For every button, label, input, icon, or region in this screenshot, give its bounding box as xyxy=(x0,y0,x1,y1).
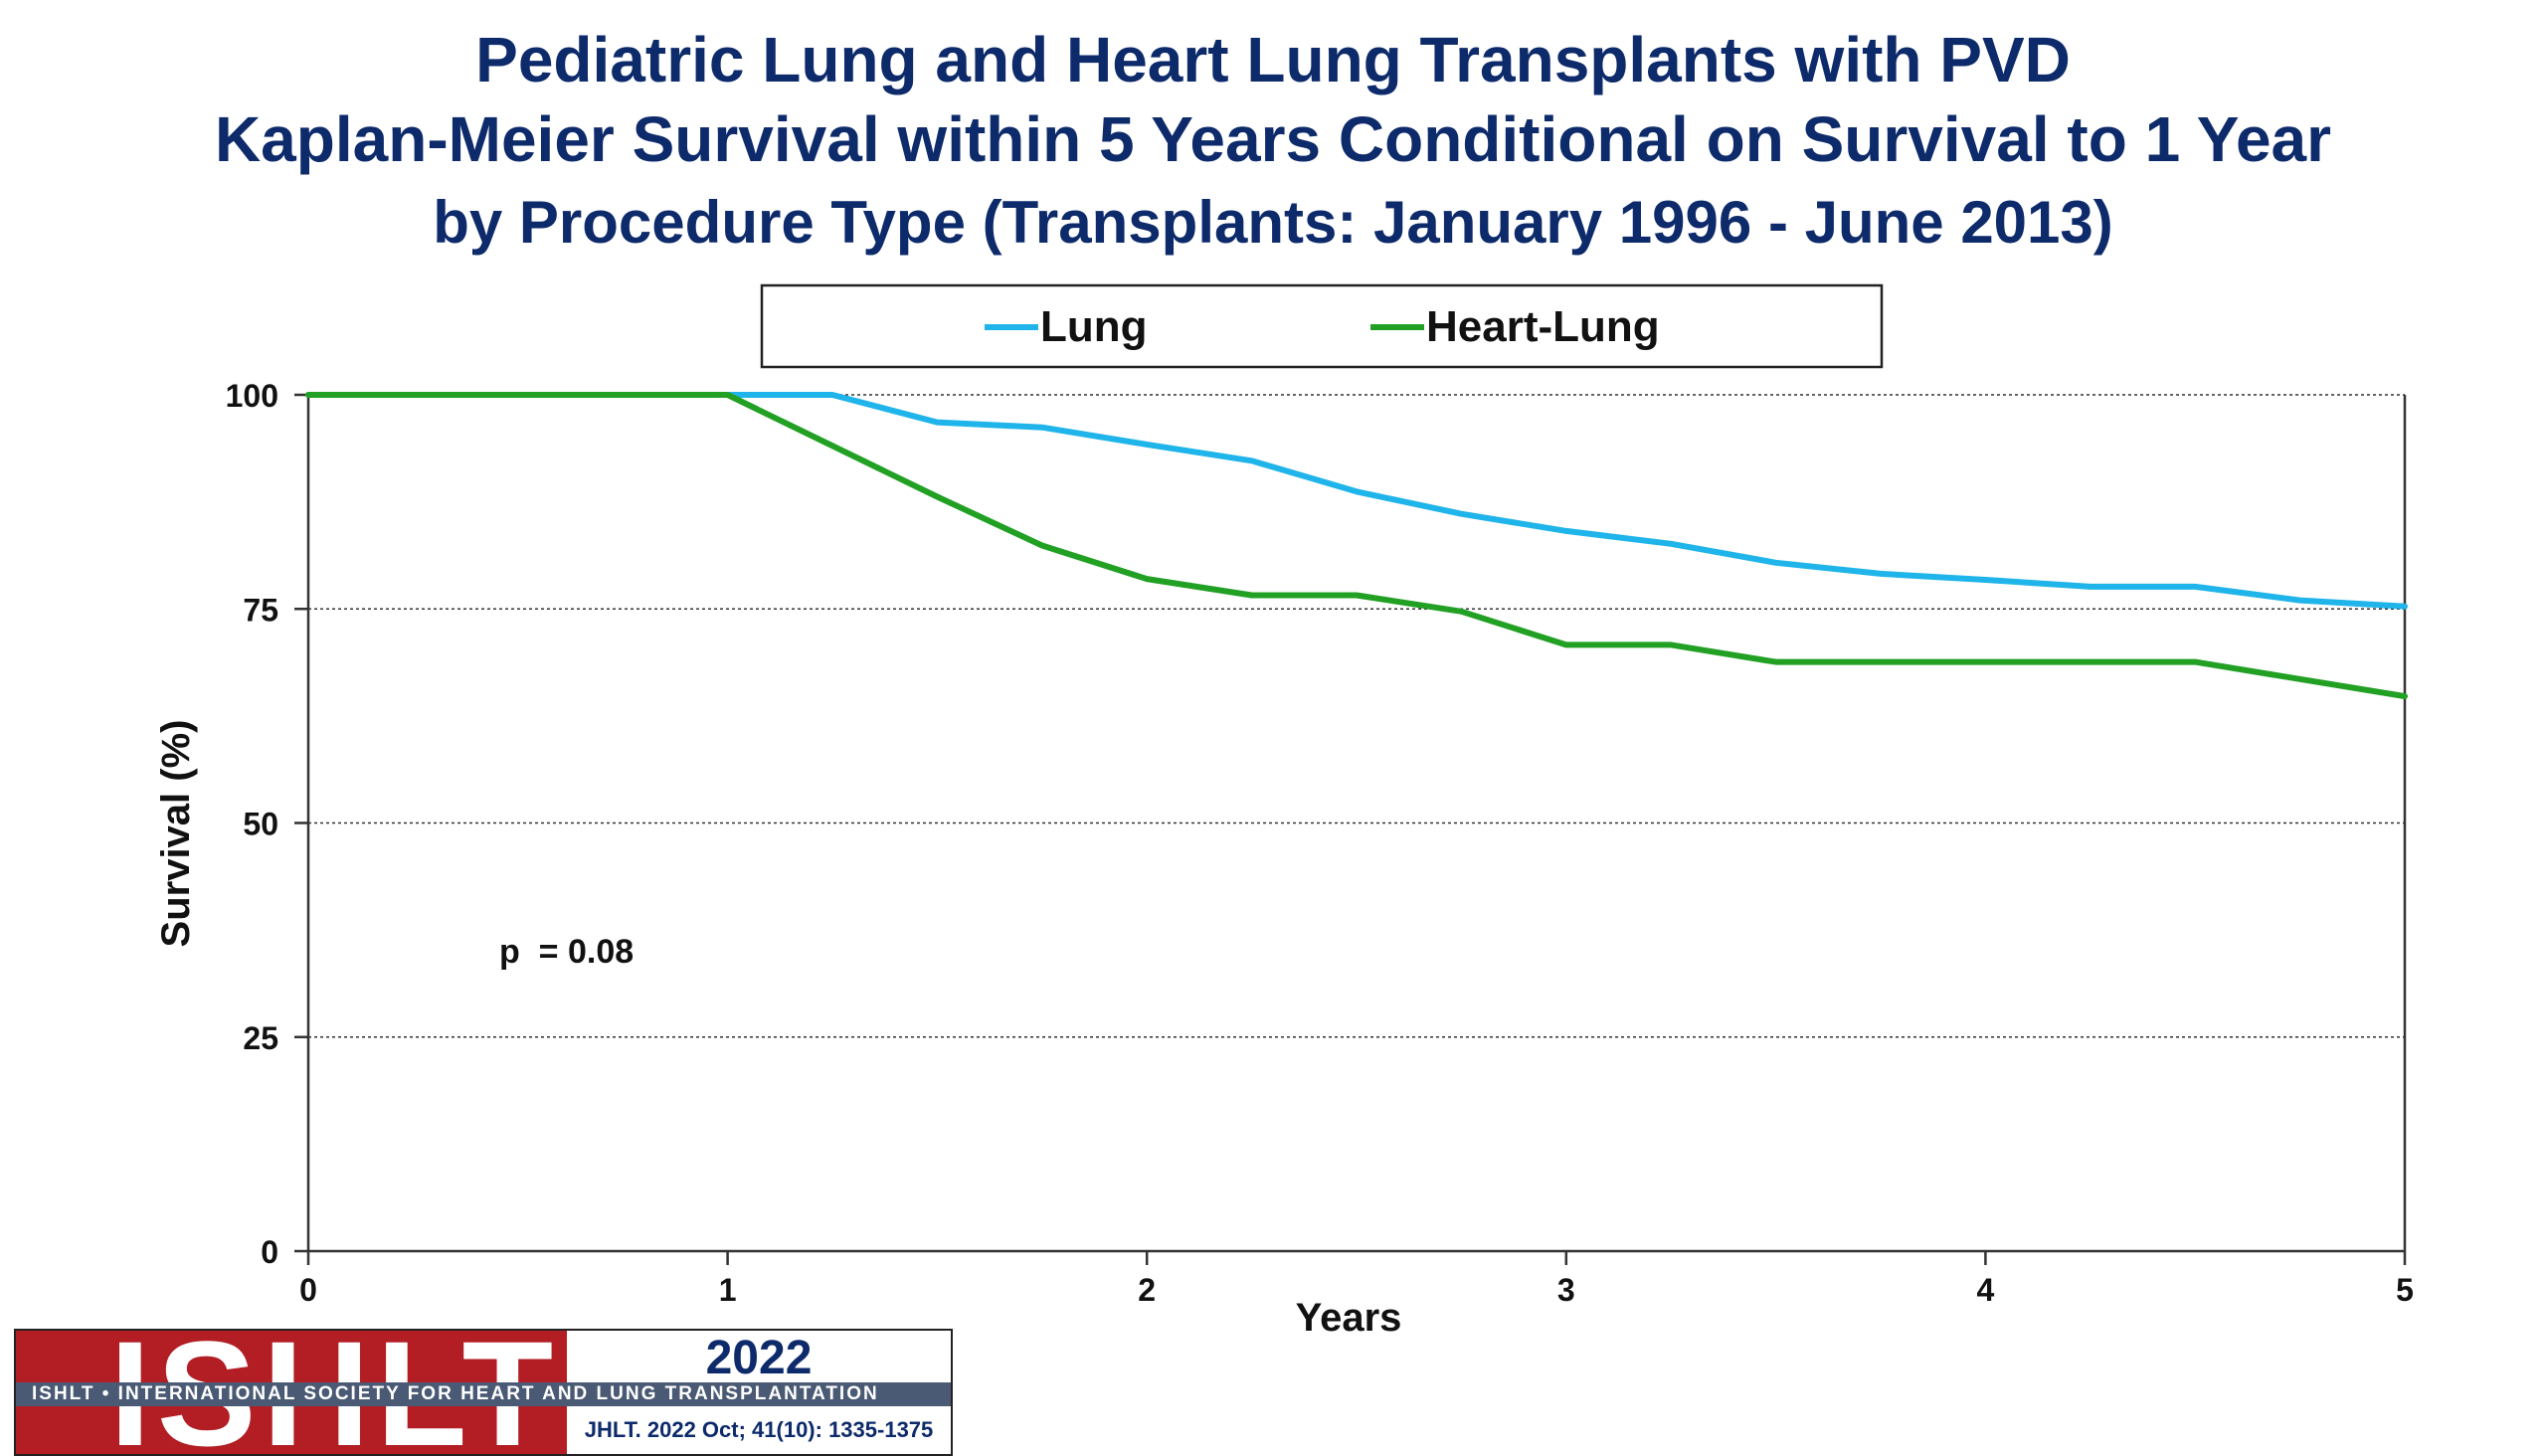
y-axis-label: Survival (%) xyxy=(154,720,198,948)
x-tick-label-0: 0 xyxy=(299,1272,317,1308)
title-line-3: by Procedure Type (Transplants: January … xyxy=(433,189,2113,256)
y-tick-label-100: 100 xyxy=(226,378,278,414)
x-tick-label-3: 3 xyxy=(1557,1272,1575,1308)
chart-title: Pediatric Lung and Heart Lung Transplant… xyxy=(0,20,2546,267)
series-lines xyxy=(305,392,2408,700)
logo-year: 2022 xyxy=(705,1332,813,1384)
y-tick-label-50: 50 xyxy=(243,807,278,842)
logo-citation: JHLT. 2022 Oct; 41(10): 1335-1375 xyxy=(584,1417,934,1442)
legend: Lung Heart-Lung xyxy=(760,283,1884,369)
x-tick-label-5: 5 xyxy=(2396,1272,2414,1308)
y-tick-label-75: 75 xyxy=(243,592,278,628)
y-tick-label-25: 25 xyxy=(243,1020,278,1056)
ishlt-logo: ISHLT ISHLT • INTERNATIONAL SOCIETY FOR … xyxy=(14,1329,953,1456)
y-tick-label-0: 0 xyxy=(261,1234,278,1270)
p-value-annotation: p = 0.08 xyxy=(499,933,634,971)
x-axis-label: Years xyxy=(1296,1296,1402,1340)
series-line-heart-lung xyxy=(305,392,2408,700)
series-line-lung xyxy=(305,392,2408,610)
legend-label-lung: Lung xyxy=(1040,302,1148,351)
x-tick-label-2: 2 xyxy=(1138,1272,1156,1308)
title-line-2: Kaplan-Meier Survival within 5 Years Con… xyxy=(214,103,2332,175)
x-tick-label-1: 1 xyxy=(719,1272,737,1308)
axes: 0 25 50 75 100 0 1 2 3 4 5 xyxy=(226,378,2414,1308)
legend-box xyxy=(760,283,1884,369)
title-line-1: Pediatric Lung and Heart Lung Transplant… xyxy=(475,24,2071,95)
legend-label-heart-lung: Heart-Lung xyxy=(1426,302,1660,351)
logo-society-band: ISHLT • INTERNATIONAL SOCIETY FOR HEART … xyxy=(16,1382,951,1406)
x-tick-label-4: 4 xyxy=(1977,1272,1995,1308)
